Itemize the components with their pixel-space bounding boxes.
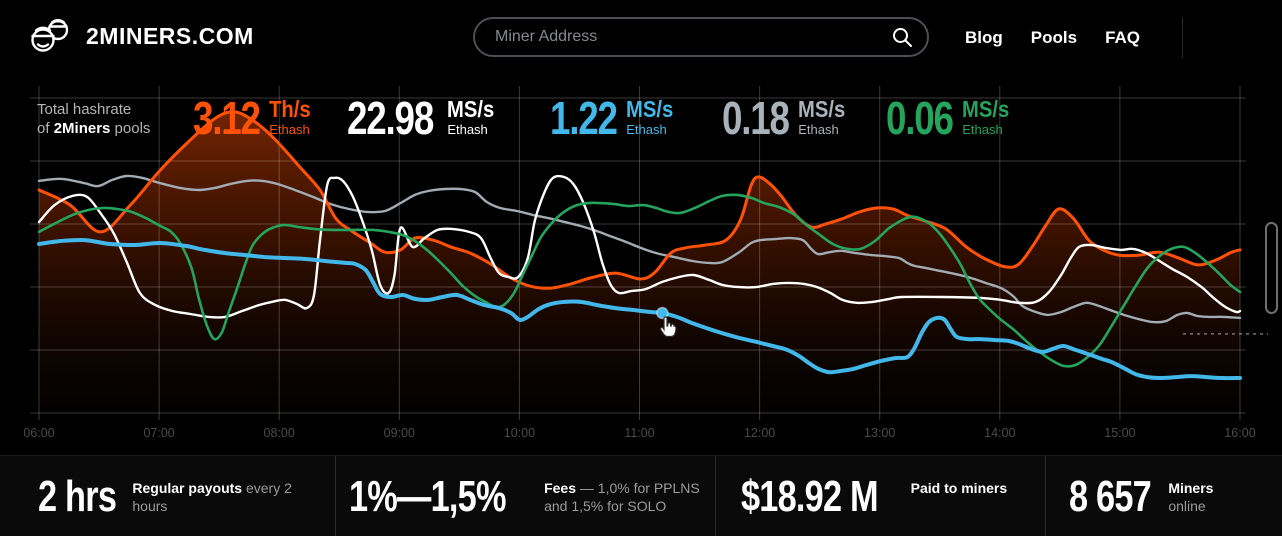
x-axis-label: 10:00: [504, 426, 535, 440]
x-axis-label: 11:00: [624, 426, 654, 440]
miners-online-label-rest: online: [1168, 498, 1206, 514]
series-ethash-pool-blue: [37, 237, 1242, 381]
footer-paid: $18.92 M Paid to miners: [715, 456, 1045, 536]
payout-interval-label-bold: Regular payouts: [132, 480, 243, 496]
fees-value: 1%—1,5%: [349, 472, 506, 521]
footer-fees: 1%—1,5% Fees — 1,0% for PPLNS and 1,5% f…: [335, 456, 715, 536]
nav-pools[interactable]: Pools: [1030, 27, 1078, 47]
search-icon[interactable]: [891, 26, 913, 48]
series-ethash-pool-green: [37, 193, 1242, 368]
header: 2MINERS.COM Blog Pools FAQ: [0, 0, 1282, 75]
x-axis-label: 13:00: [864, 426, 895, 440]
payout-interval-label-rest: every 2 hours: [132, 480, 292, 514]
fees-label-rest: — 1,0% for PPLNS and 1,5% for SOLO: [544, 480, 700, 514]
miners-logo-icon: [31, 19, 69, 52]
logo-text: 2MINERS.COM: [86, 22, 254, 49]
nav-faq[interactable]: FAQ: [1105, 27, 1141, 47]
area-fill-ethash-pool-orange: [39, 111, 1240, 415]
hashrate-chart[interactable]: 06:00 07:00 08:00 09:00 10:00 11:00 12:00 13:00…: [0, 0, 1282, 455]
fees-label-bold: Fees: [544, 480, 577, 496]
x-axis-label: 15:00: [1104, 426, 1135, 440]
x-axis-label: 16:00: [1224, 426, 1255, 440]
miner-address-input[interactable]: [475, 28, 891, 46]
footer-miners-online: 8 657 Miners online: [1045, 456, 1282, 536]
x-axis-label: 12:00: [744, 426, 775, 440]
payout-interval-label: Regular payouts every 2 hours: [132, 479, 304, 515]
fees-label: Fees — 1,0% for PPLNS and 1,5% for SOLO: [544, 479, 715, 515]
x-axis-label: 07:00: [143, 426, 174, 440]
nav-divider: [1182, 17, 1184, 58]
paid-to-miners-value: $18.92 M: [741, 472, 879, 521]
main-nav: Blog Pools FAQ: [965, 0, 1184, 75]
miners-online-label: Miners online: [1168, 479, 1238, 515]
payout-interval-value: 2 hrs: [38, 472, 117, 521]
miners-online-value: 8 657: [1069, 472, 1152, 521]
footer-payouts: 2 hrs Regular payouts every 2 hours: [0, 456, 335, 536]
chart-scrollbar[interactable]: [1265, 222, 1278, 314]
search-bar[interactable]: [473, 17, 929, 57]
x-axis-label: 09:00: [384, 426, 415, 440]
series-ethash-pool-orange: [37, 110, 1242, 290]
hover-point-marker[interactable]: [656, 306, 669, 320]
miners-online-label-bold: Miners: [1168, 480, 1214, 496]
paid-to-miners-label-bold: Paid to miners: [910, 480, 1008, 496]
paid-to-miners-label: Paid to miners: [911, 479, 1045, 497]
series-ethash-pool-gray: [37, 174, 1242, 324]
footer-stats: 2 hrs Regular payouts every 2 hours 1%—1…: [0, 455, 1282, 536]
logo-link[interactable]: 2MINERS.COM: [28, 16, 254, 56]
series-ethash-pool-white: [37, 174, 1242, 319]
nav-blog[interactable]: Blog: [965, 27, 1003, 47]
x-axis-label: 14:00: [984, 426, 1015, 440]
x-axis-label: 06:00: [23, 426, 54, 440]
x-axis-label: 08:00: [264, 426, 295, 440]
